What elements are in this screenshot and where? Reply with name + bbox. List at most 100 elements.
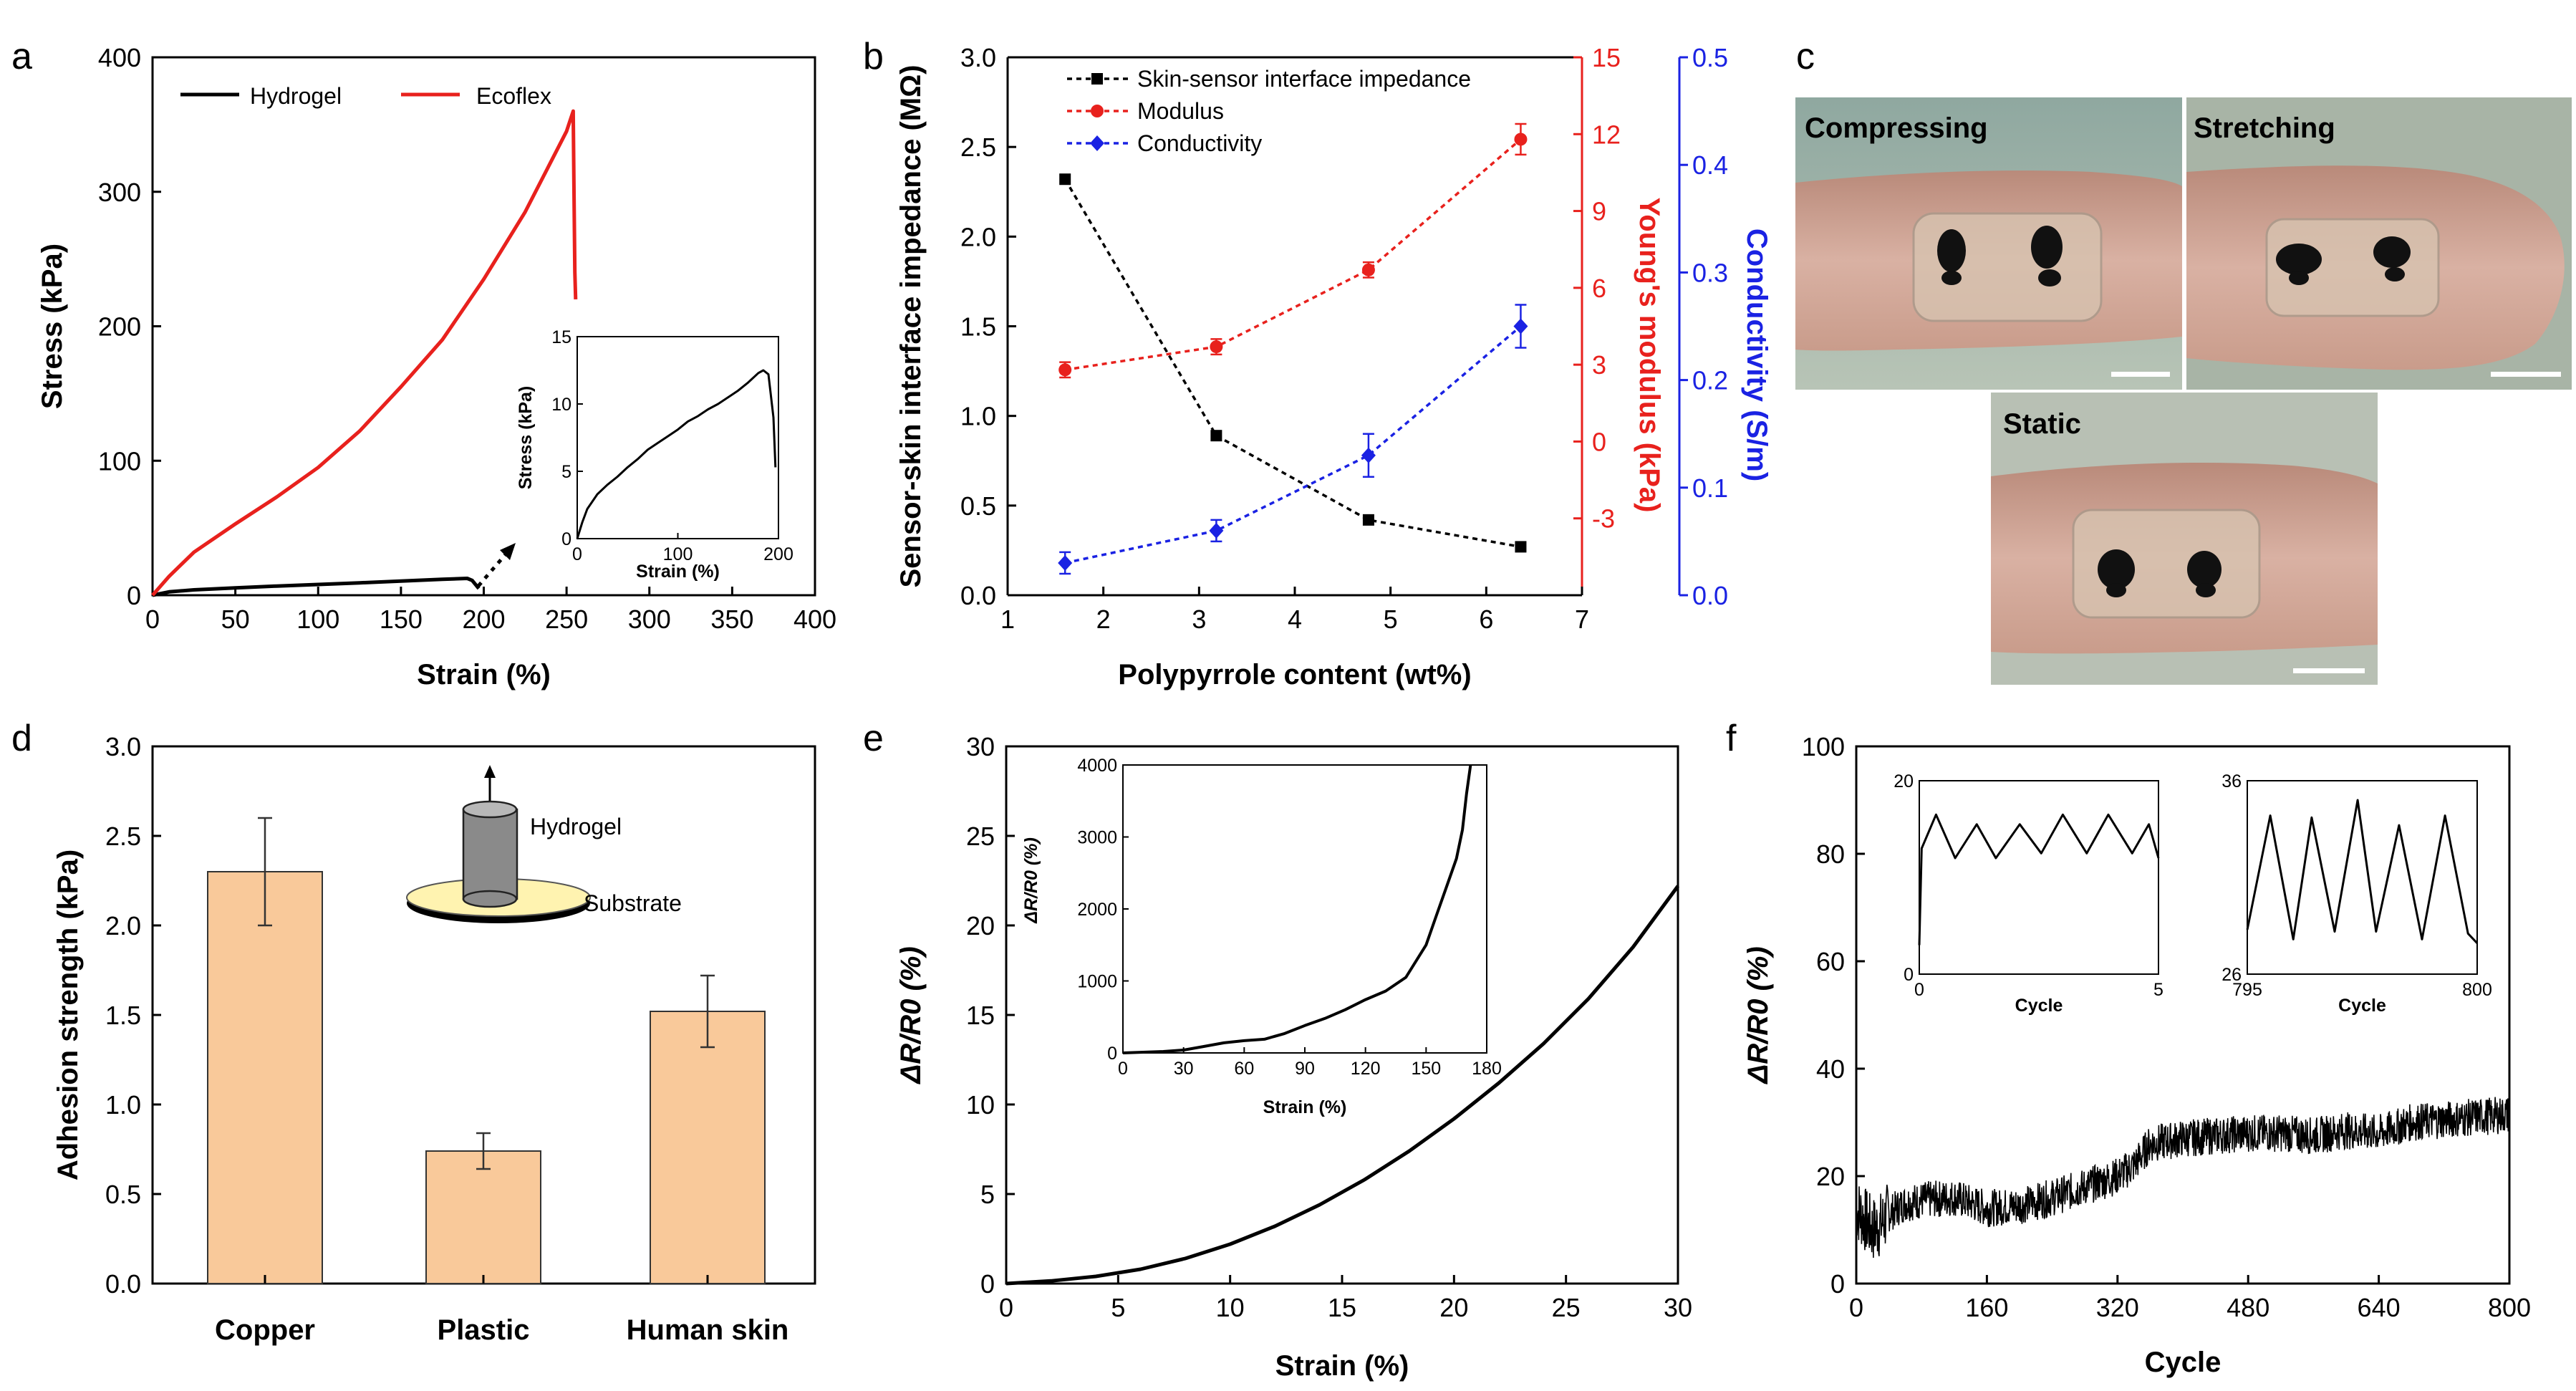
- y-tick-label: 100: [1802, 732, 1845, 761]
- y-axis-label: ΔR/R0 (%): [895, 946, 927, 1084]
- data-point: [1514, 133, 1528, 146]
- series-line-ecoflex: [151, 109, 578, 597]
- legend-marker: [1091, 105, 1104, 117]
- x-tick-label: 200: [763, 544, 793, 564]
- bar-human-skin: [650, 1011, 766, 1284]
- data-point: [1210, 430, 1222, 442]
- y-tick-label: 26: [2222, 965, 2242, 985]
- data-point: [1058, 363, 1072, 377]
- category-label: Plastic: [438, 1314, 530, 1346]
- x-tick-label: 0: [1118, 1059, 1128, 1079]
- inset-frame: [1919, 780, 2159, 975]
- y-tick-label: 0: [561, 529, 571, 549]
- series-line: [1005, 885, 1680, 1286]
- x-tick-label: 180: [1472, 1059, 1502, 1079]
- y-tick-label: 400: [98, 43, 141, 72]
- inset-frame: [2247, 780, 2478, 975]
- inset-series-line: [2246, 799, 2479, 944]
- y-tick-label: 0.5: [960, 491, 996, 521]
- inset-chart-left: 0 5 0 20 Cycle: [1894, 771, 2163, 1016]
- x-tick-label: 6: [1479, 605, 1493, 634]
- x-tick-label: 5: [1384, 605, 1398, 634]
- data-point: [1058, 554, 1073, 571]
- inset-frame: [1122, 764, 1487, 1054]
- modulus-tick-label: 9: [1592, 197, 1606, 226]
- y-tick-label: 0: [1904, 965, 1914, 985]
- photo-static: Static: [1991, 393, 2378, 685]
- x-tick-label: 0: [572, 544, 582, 564]
- inset-chart-right: 795 800 26 36 Cycle: [2222, 771, 2492, 1016]
- x-tick-label: 120: [1351, 1059, 1381, 1079]
- panel-d-chart: 0.0 0.5 1.0 1.5 2.0 2.5 3.0 Adhesion strength (…: [52, 732, 816, 1346]
- data-point: [1059, 173, 1071, 186]
- panel-letter-a: a: [11, 36, 32, 77]
- inset-series-line: [1918, 813, 2160, 945]
- x-tick-label: 0: [1914, 980, 1924, 1000]
- y-tick-label: 10: [551, 395, 571, 415]
- y-tick-label: 20: [1894, 771, 1914, 791]
- y-tick-label: 0.5: [105, 1180, 141, 1209]
- y-tick-label: 1.5: [960, 312, 996, 342]
- series-band: [1856, 1097, 2510, 1258]
- x-tick-label: 160: [1965, 1293, 2008, 1322]
- x-tick-label: 250: [545, 605, 588, 634]
- panel-letter-d: d: [11, 718, 32, 759]
- x-tick-label: 150: [1411, 1059, 1441, 1079]
- arrow-head: [500, 543, 516, 560]
- y-tick-label: 4000: [1077, 756, 1117, 776]
- cylinder-bottom: [462, 890, 518, 908]
- y-tick-label: 300: [98, 178, 141, 207]
- inset-chart: 0 100 200 0 5 10 15 Strain (%) Stress (kPa): [516, 327, 793, 582]
- x-tick-label: 0: [145, 605, 160, 634]
- panel-a-chart: 0 50 100 150 200 250 300 350 4000100200300400Str…: [37, 43, 836, 690]
- x-tick-label: 100: [663, 544, 693, 564]
- schematic-label-hydrogel: Hydrogel: [530, 814, 622, 839]
- data-point: [1361, 447, 1376, 463]
- photo-label-stretching: Stretching: [2194, 112, 2335, 144]
- y-tick-label: 25: [966, 822, 995, 851]
- y-tick-label: 15: [966, 1001, 995, 1030]
- panel-f-frame: [1855, 745, 2511, 1285]
- conductivity-tick-label: 0.4: [1692, 150, 1728, 180]
- inset-series-line: [1122, 764, 1472, 1054]
- x-tick-label: 0: [1849, 1293, 1863, 1322]
- series-line: [1064, 325, 1522, 564]
- conductivity-tick-label: 0.1: [1692, 473, 1728, 503]
- panel-b-chart: 1 2 3 4 5 6 70.00.51.01.52.02.53.0-3036912150.…: [895, 43, 1772, 690]
- x-tick-label: 2: [1096, 605, 1111, 634]
- photo-label-compressing: Compressing: [1805, 112, 1988, 144]
- x-tick-label: 30: [1174, 1059, 1194, 1079]
- x-axis-label: Strain (%): [417, 659, 551, 690]
- legend-entry: Skin-sensor interface impedance: [1137, 66, 1471, 92]
- y-tick-label: 15: [551, 327, 571, 347]
- panel-letter-b: b: [863, 36, 884, 77]
- x-tick-label: 200: [462, 605, 505, 634]
- data-point: [1515, 541, 1527, 553]
- y-tick-label: 1000: [1077, 972, 1117, 992]
- conductivity-tick-label: 0.5: [1692, 43, 1728, 72]
- photo-stretching: Stretching: [2186, 97, 2572, 390]
- bar-copper: [207, 871, 323, 1284]
- y-tick-label: 40: [1816, 1054, 1845, 1084]
- bar-plastic: [425, 1150, 541, 1284]
- legend-entry: Hydrogel: [250, 83, 342, 109]
- x-tick-label: 640: [2358, 1293, 2401, 1322]
- y-tick-label: 1.0: [105, 1090, 141, 1120]
- hydrogel-cylinder: [462, 808, 518, 900]
- y-tick-label: 0: [127, 581, 141, 610]
- y-axis-label: Adhesion strength (kPa): [52, 849, 84, 1180]
- panel-letter-e: e: [863, 718, 884, 759]
- y-tick-label: 20: [1816, 1162, 1845, 1191]
- conductivity-tick-label: 0.0: [1692, 581, 1728, 610]
- x-tick-label: 350: [710, 605, 753, 634]
- legend: Skin-sensor interface impedance Modulus Co…: [1067, 66, 1471, 156]
- conductivity-tick-label: 0.2: [1692, 366, 1728, 395]
- x-tick-label: 20: [1439, 1293, 1468, 1322]
- modulus-tick-label: -3: [1592, 504, 1615, 534]
- inset-x-label: Cycle: [2015, 996, 2063, 1016]
- series-line: [1064, 138, 1522, 372]
- inset-arrow: [477, 548, 511, 587]
- y-tick-label: 1.5: [105, 1001, 141, 1030]
- x-tick-label: 480: [2227, 1293, 2269, 1322]
- y-tick-label: 0.0: [960, 581, 996, 610]
